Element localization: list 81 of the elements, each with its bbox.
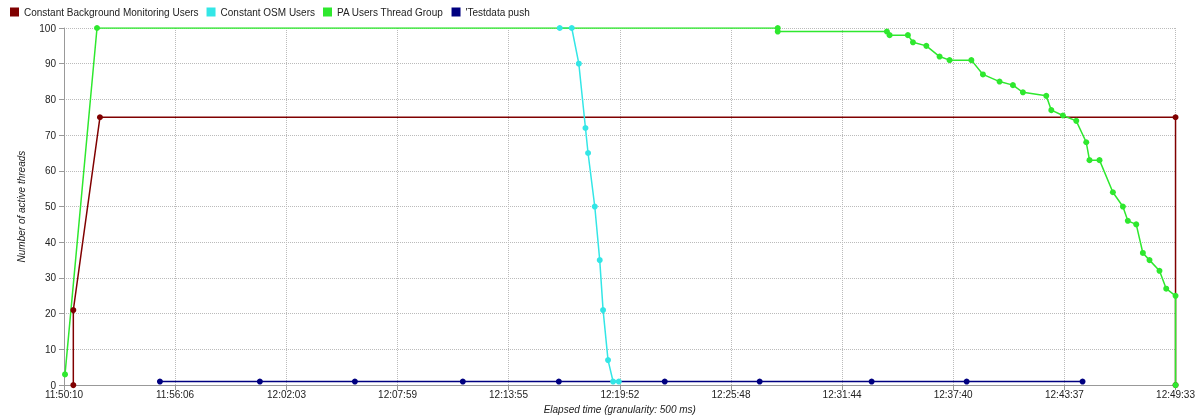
x-tick-label: 11:56:06 (155, 388, 195, 400)
y-axis-title: Number of active threads (15, 150, 27, 263)
point (605, 357, 612, 364)
y-tick-label: 50 (44, 201, 57, 213)
point (868, 378, 875, 385)
point (600, 307, 607, 314)
point (1086, 157, 1093, 164)
point (351, 378, 358, 385)
y-tick-label: 70 (44, 129, 57, 141)
point (1079, 378, 1086, 385)
x-axis-title: Elapsed time (granularity: 500 ms) (543, 403, 696, 415)
point (1109, 189, 1116, 196)
x-tick-label: 12:07:59 (378, 388, 418, 400)
point (904, 32, 911, 39)
point (256, 378, 263, 385)
point (1119, 203, 1126, 210)
point (1048, 107, 1055, 114)
point (94, 25, 101, 31)
point (156, 378, 163, 385)
y-tick-label: 0 (50, 379, 57, 391)
y-tick-label: 30 (44, 272, 57, 284)
point (1172, 114, 1179, 121)
legend-label: PA Users Thread Group (337, 6, 444, 18)
point (946, 57, 953, 64)
point (556, 25, 563, 31)
point (979, 71, 986, 78)
point (1133, 221, 1140, 228)
point (886, 32, 893, 39)
point (1146, 257, 1153, 264)
point (909, 39, 916, 46)
y-tick-label: 80 (44, 93, 57, 105)
point (96, 114, 103, 121)
y-tick-label: 40 (44, 236, 57, 248)
point (1019, 89, 1026, 96)
point (70, 382, 77, 389)
legend-label: 'Testdata push (465, 6, 530, 18)
point (575, 60, 582, 67)
point (582, 124, 589, 131)
point (1083, 139, 1090, 146)
x-tick-label: 11:50:10 (44, 388, 84, 400)
point (1139, 249, 1146, 256)
point (596, 257, 603, 264)
point (756, 378, 763, 385)
x-tick-label: 12:25:48 (711, 388, 751, 400)
point (459, 378, 466, 385)
legend-label: Constant OSM Users (220, 6, 316, 18)
x-tick-label: 12:13:55 (489, 388, 529, 400)
x-tick-label: 12:31:44 (822, 388, 862, 400)
point (1096, 157, 1103, 164)
x-tick-label: 12:43:37 (1044, 388, 1085, 400)
x-tick-label: 12:02:03 (267, 388, 307, 400)
point (610, 378, 617, 385)
point (1124, 217, 1131, 224)
point (1163, 285, 1170, 292)
legend-label: Constant Background Monitoring Users (24, 6, 199, 18)
x-tick-label: 12:37:40 (933, 388, 974, 400)
y-tick-label: 100 (39, 22, 57, 34)
point (555, 378, 562, 385)
point (70, 307, 77, 314)
point (591, 203, 598, 210)
point (1059, 112, 1066, 119)
point (62, 371, 69, 378)
point (615, 378, 622, 385)
y-tick-label: 90 (44, 58, 57, 70)
y-tick-label: 20 (44, 308, 57, 320)
point (585, 149, 592, 156)
point (936, 53, 943, 60)
point (1009, 82, 1016, 89)
point (968, 57, 975, 64)
y-tick-label: 10 (44, 343, 57, 355)
x-tick-label: 12:19:52 (600, 388, 640, 400)
y-tick-label: 60 (44, 165, 57, 177)
x-tick-label: 12:49:33 (1156, 388, 1196, 400)
point (996, 78, 1003, 85)
point (923, 42, 930, 49)
point (963, 378, 970, 385)
point (568, 25, 575, 31)
point (1073, 117, 1080, 124)
point (1043, 92, 1050, 99)
point (1156, 267, 1163, 274)
point (1172, 292, 1179, 299)
